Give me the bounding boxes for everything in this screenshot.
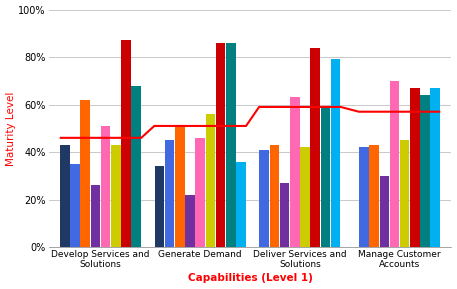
Bar xyxy=(60,145,69,247)
Bar xyxy=(101,126,110,247)
Bar xyxy=(165,140,175,247)
Bar xyxy=(310,48,320,247)
Bar xyxy=(379,176,389,247)
Bar xyxy=(185,195,195,247)
Bar xyxy=(359,147,369,247)
Bar xyxy=(369,145,379,247)
Bar xyxy=(80,100,90,247)
Bar xyxy=(410,88,420,247)
Bar xyxy=(430,88,440,247)
Bar xyxy=(400,140,409,247)
Bar xyxy=(320,107,330,247)
X-axis label: Capabilities (Level 1): Capabilities (Level 1) xyxy=(187,273,313,284)
Bar xyxy=(216,43,225,247)
Bar xyxy=(390,81,399,247)
Bar xyxy=(300,147,310,247)
Y-axis label: Maturity Level: Maturity Level xyxy=(5,91,16,166)
Bar xyxy=(236,162,246,247)
Bar xyxy=(260,150,269,247)
Bar xyxy=(154,166,164,247)
Bar xyxy=(331,60,340,247)
Bar xyxy=(280,183,289,247)
Bar xyxy=(206,114,215,247)
Bar xyxy=(70,164,80,247)
Bar xyxy=(175,126,185,247)
Bar xyxy=(111,145,121,247)
Bar xyxy=(131,86,141,247)
Bar xyxy=(290,97,300,247)
Bar xyxy=(270,145,279,247)
Bar xyxy=(226,43,235,247)
Bar xyxy=(420,95,430,247)
Bar xyxy=(121,40,131,247)
Bar xyxy=(196,138,205,247)
Bar xyxy=(90,185,100,247)
